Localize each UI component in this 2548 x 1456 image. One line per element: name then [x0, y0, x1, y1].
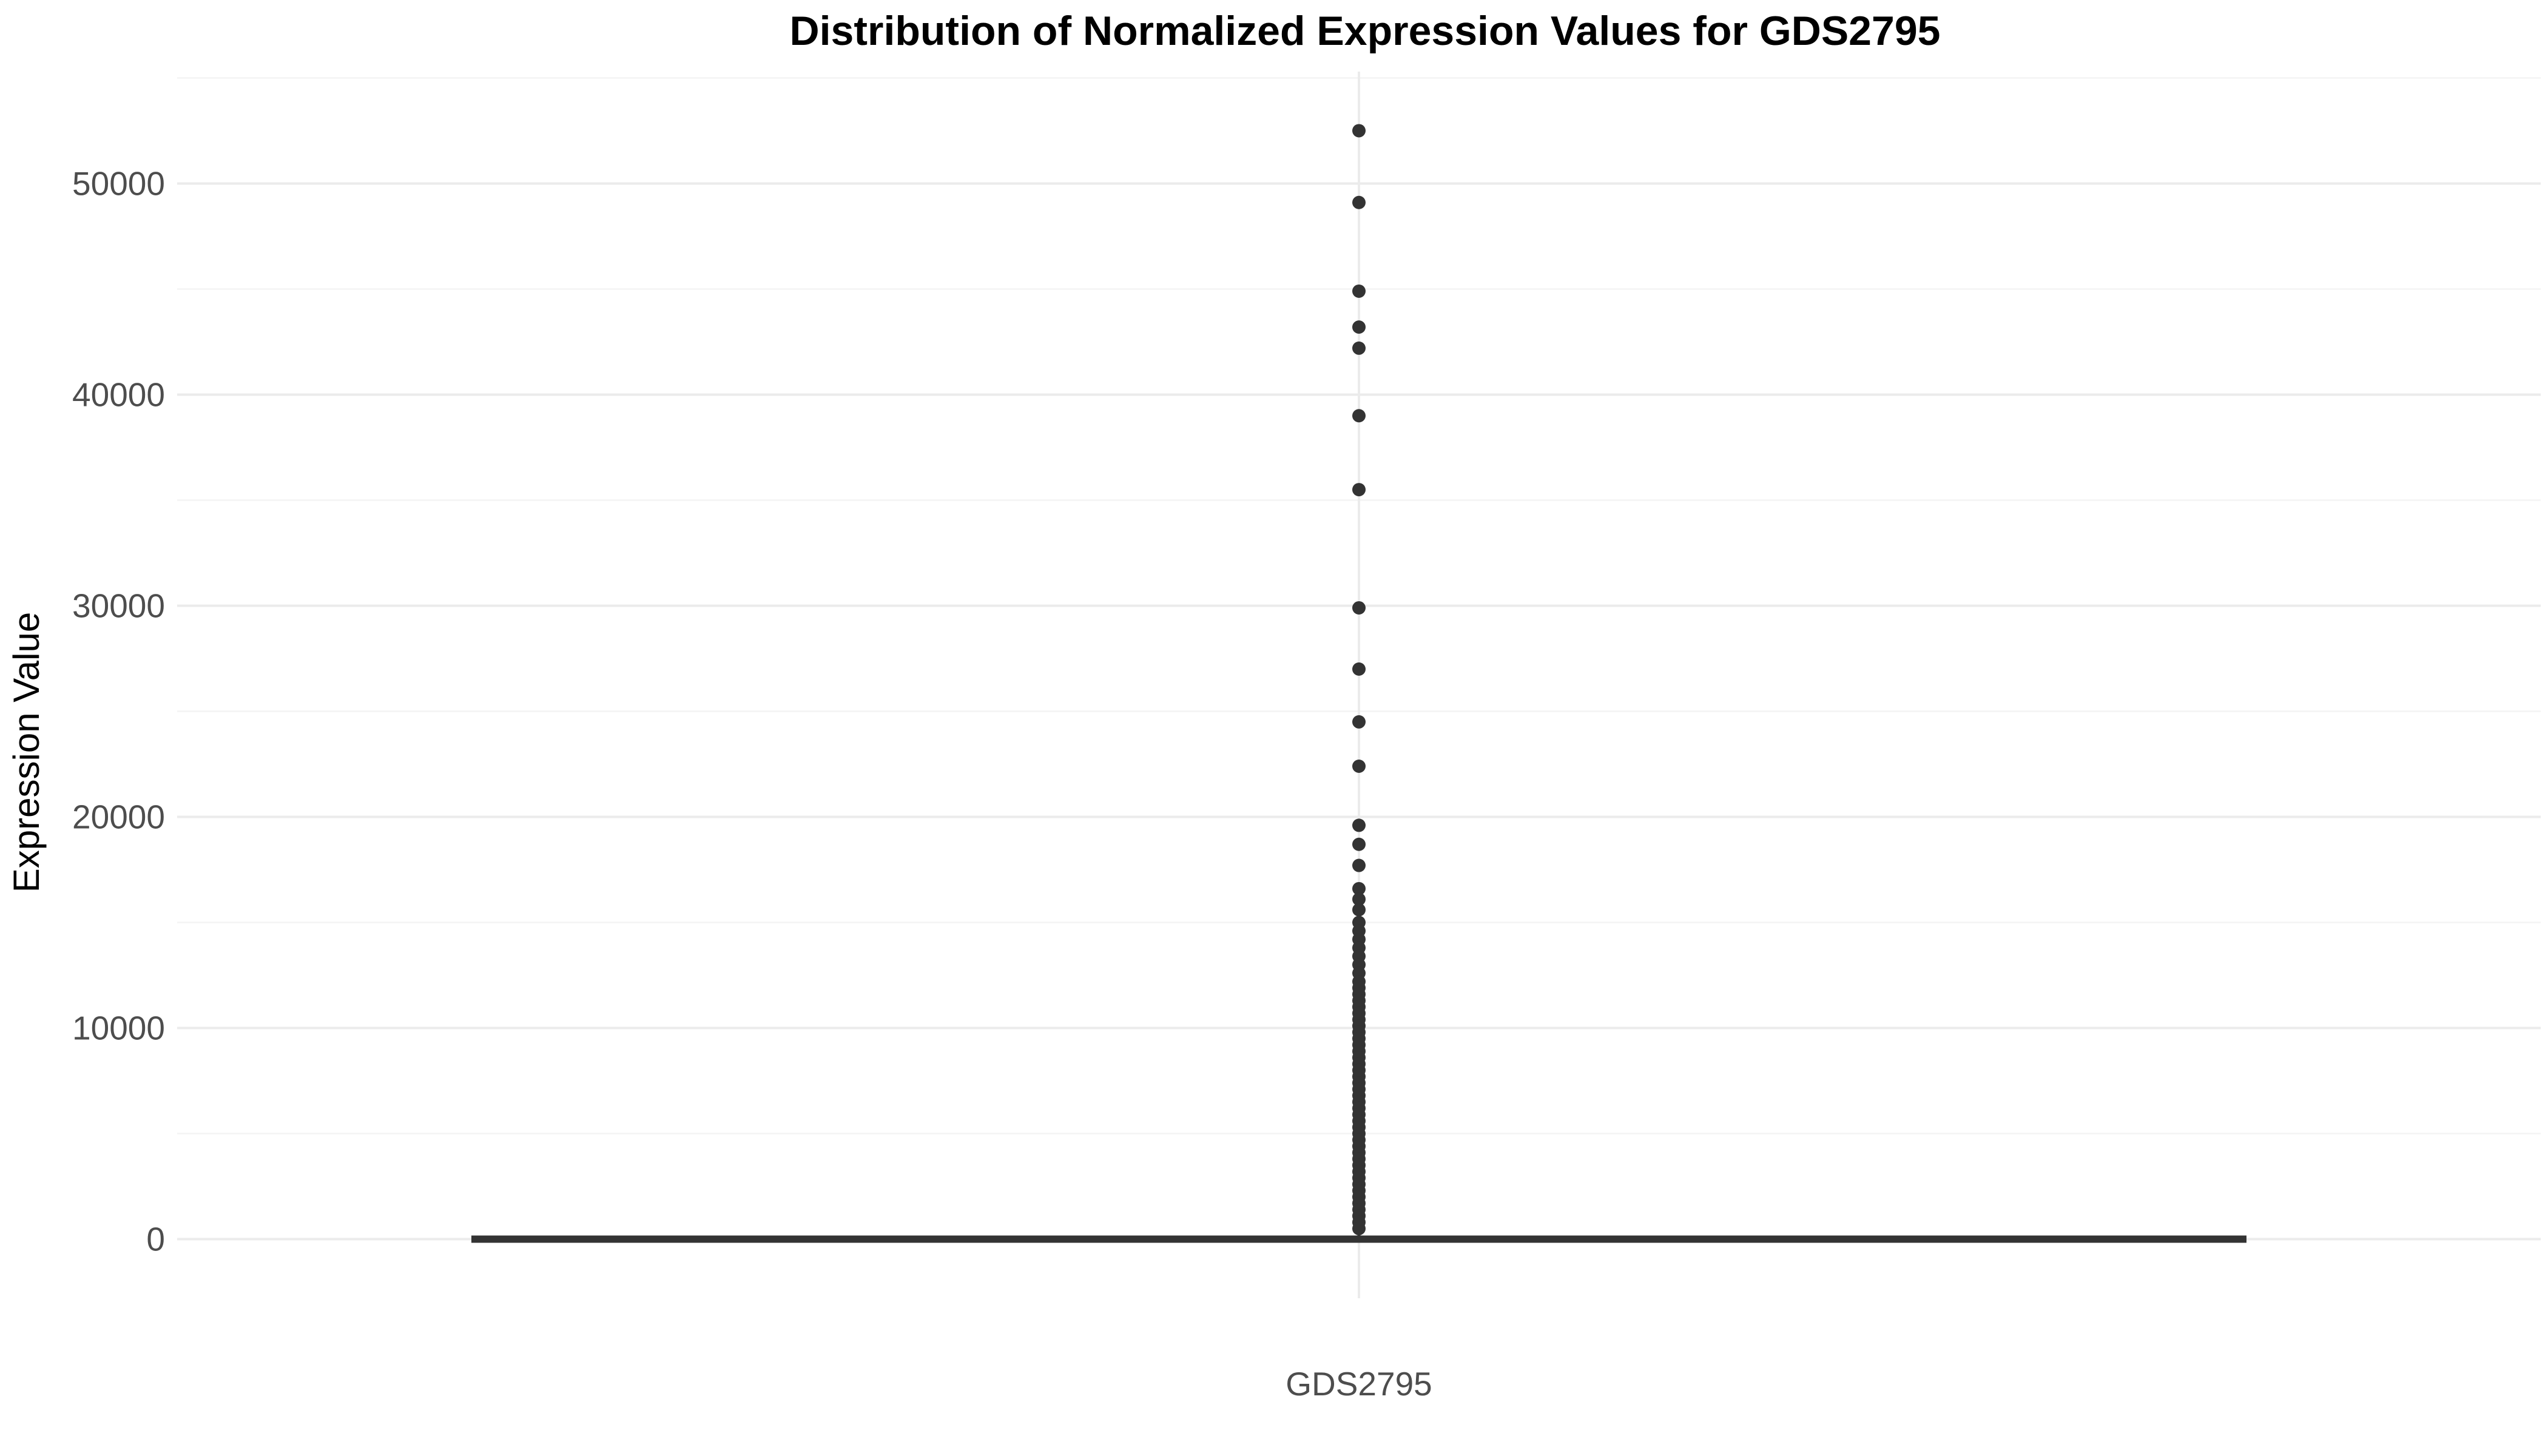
- outlier-point: [1352, 818, 1366, 832]
- outlier-point: [1352, 892, 1366, 906]
- outlier-points: [1352, 124, 1366, 1236]
- chart-title: Distribution of Normalized Expression Va…: [790, 8, 1941, 54]
- outlier-point: [1352, 601, 1366, 615]
- outlier-point: [1352, 715, 1366, 729]
- outlier-point: [1352, 858, 1366, 872]
- outlier-point: [1352, 341, 1366, 355]
- y-tick-label: 40000: [72, 376, 165, 413]
- outlier-point: [1352, 759, 1366, 773]
- x-tick-label: GDS2795: [1286, 1365, 1432, 1403]
- outlier-point: [1352, 124, 1366, 138]
- outlier-point: [1352, 483, 1366, 497]
- outlier-point: [1352, 837, 1366, 851]
- outlier-point: [1352, 409, 1366, 423]
- outlier-point: [1352, 1222, 1366, 1236]
- outlier-point: [1352, 284, 1366, 298]
- y-axis-title: Expression Value: [6, 612, 47, 892]
- y-tick-label: 0: [146, 1221, 165, 1258]
- outlier-point: [1352, 320, 1366, 334]
- x-tick-labels: GDS2795: [1286, 1365, 1432, 1403]
- y-tick-label: 50000: [72, 164, 165, 202]
- outlier-point: [1352, 881, 1366, 895]
- y-tick-label: 10000: [72, 1009, 165, 1047]
- y-tick-label: 20000: [72, 798, 165, 836]
- y-tick-labels: 0 10000 20000 30000 40000 50000: [72, 164, 165, 1258]
- outlier-point: [1352, 662, 1366, 676]
- y-tick-label: 30000: [72, 587, 165, 624]
- outlier-point: [1352, 903, 1366, 917]
- outlier-point: [1352, 195, 1366, 209]
